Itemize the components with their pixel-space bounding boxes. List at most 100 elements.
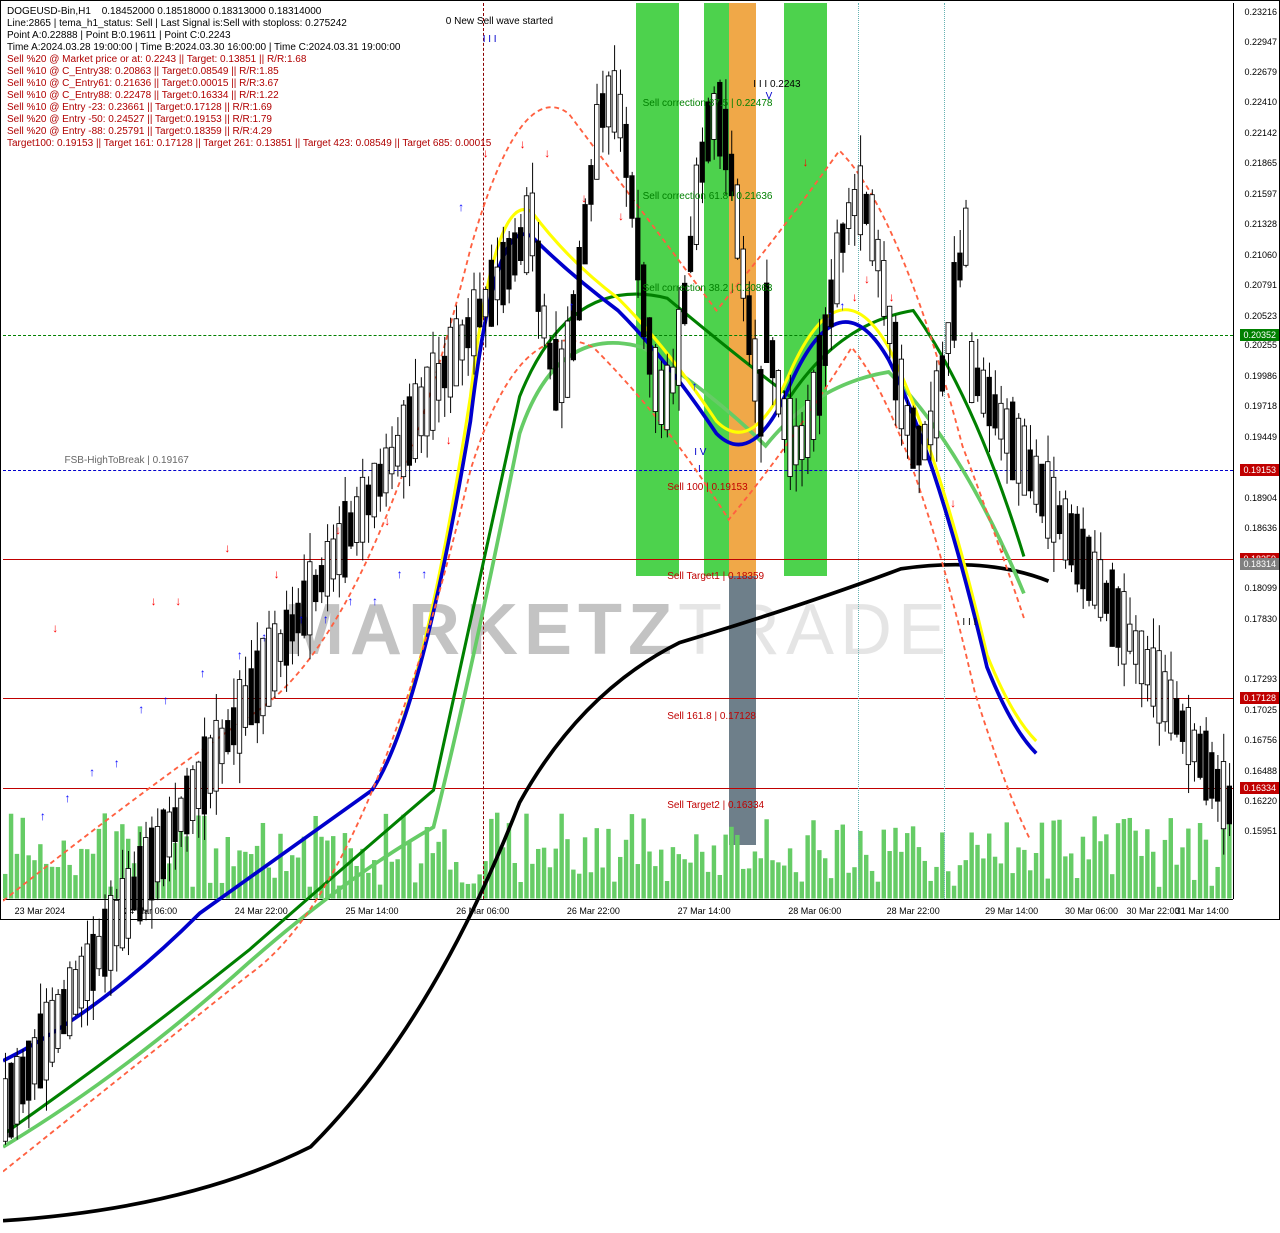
y-tick: 0.20791 xyxy=(1244,280,1277,290)
price-tag: 0.19153 xyxy=(1240,464,1279,476)
sell-arrow-icon: ↓ xyxy=(52,621,58,635)
info-line: Time A:2024.03.28 19:00:00 | Time B:2024… xyxy=(7,42,400,53)
buy-arrow-icon: ↑ xyxy=(372,594,378,608)
sell-arrow-icon: ↓ xyxy=(520,137,526,151)
chart-plot-area[interactable]: MARKETZTRADE ↓↓↓ xyxy=(3,3,1233,899)
chart-annotation: I I I xyxy=(962,617,976,628)
sell-line: Sell %10 @ Entry -23: 0.23661 || Target:… xyxy=(7,102,272,113)
y-tick: 0.23216 xyxy=(1244,7,1277,17)
sell-arrow-icon: ↓ xyxy=(544,146,550,160)
chart-annotation: I xyxy=(698,464,701,475)
info-line: Line:2865 | tema_h1_status: Sell | Last … xyxy=(7,18,347,29)
y-tick: 0.22947 xyxy=(1244,37,1277,47)
price-tag: 0.16334 xyxy=(1240,782,1279,794)
sell-line: Sell %20 @ Entry -50: 0.24527 || Target:… xyxy=(7,114,272,125)
sell-line: Sell %20 @ Entry -88: 0.25791 || Target:… xyxy=(7,126,272,137)
buy-arrow-icon: ↑ xyxy=(839,299,845,313)
buy-arrow-icon: ↑ xyxy=(200,666,206,680)
sell-arrow-icon: ↓ xyxy=(446,433,452,447)
sell-arrow-icon: ↓ xyxy=(852,290,858,304)
price-tag: 0.17128 xyxy=(1240,692,1279,704)
y-tick: 0.19718 xyxy=(1244,401,1277,411)
chart-annotation: I I I 0.2243 xyxy=(753,79,800,90)
y-tick: 0.19449 xyxy=(1244,432,1277,442)
sell-arrow-icon: ↓ xyxy=(618,209,624,223)
y-tick: 0.22410 xyxy=(1244,97,1277,107)
y-tick: 0.17830 xyxy=(1244,614,1277,624)
symbol-name: DOGEUSD-Bin,H1 xyxy=(7,6,91,17)
buy-arrow-icon: ↑ xyxy=(827,308,833,322)
y-tick: 0.20255 xyxy=(1244,340,1277,350)
chart-annotation: Sell correction 87.5 | 0.22478 xyxy=(643,98,773,109)
sell-arrow-icon: ↓ xyxy=(335,523,341,537)
symbol-header: DOGEUSD-Bin,H1 0.18452000 0.18518000 0.1… xyxy=(7,6,321,17)
y-tick: 0.19986 xyxy=(1244,371,1277,381)
y-tick: 0.16220 xyxy=(1244,796,1277,806)
sell-arrow-icon: ↓ xyxy=(950,496,956,510)
chart-container: MARKETZTRADE ↓↓↓ xyxy=(0,0,1280,920)
candlesticks xyxy=(3,3,1233,1233)
buy-arrow-icon: ↑ xyxy=(298,612,304,626)
sell-line: Sell %10 @ C_Entry61: 0.21636 || Target:… xyxy=(7,78,279,89)
sell-arrow-icon: ↓ xyxy=(224,541,230,555)
chart-annotation: Sell correction 61.8 | 0.21636 xyxy=(643,191,773,202)
y-tick: 0.17025 xyxy=(1244,705,1277,715)
sell-arrow-icon: ↓ xyxy=(581,191,587,205)
sell-arrow-icon: ↓ xyxy=(803,155,809,169)
buy-arrow-icon: ↑ xyxy=(347,594,353,608)
y-tick: 0.21865 xyxy=(1244,158,1277,168)
chart-annotation: Sell correction 38.2 | 0.20863 xyxy=(643,283,773,294)
sell-arrow-icon: ↓ xyxy=(384,514,390,528)
y-tick: 0.18904 xyxy=(1244,493,1277,503)
chart-annotation: I I I xyxy=(483,34,497,45)
chart-annotation: Sell 100 | 0.19153 xyxy=(667,482,747,493)
ohlc-values: 0.18452000 0.18518000 0.18313000 0.18314… xyxy=(102,6,322,17)
sell-arrow-icon: ↓ xyxy=(889,290,895,304)
sell-line: Sell %10 @ C_Entry88: 0.22478 || Target:… xyxy=(7,90,279,101)
chart-annotation: Sell 161.8 | 0.17128 xyxy=(667,711,756,722)
sell-line: Sell %20 @ Market price or at: 0.2243 ||… xyxy=(7,54,306,65)
y-tick: 0.21328 xyxy=(1244,219,1277,229)
buy-arrow-icon: ↑ xyxy=(323,612,329,626)
wave-annotation: 0 New Sell wave started xyxy=(446,16,553,27)
sell-arrow-icon: ↓ xyxy=(274,567,280,581)
price-tag: 0.18314 xyxy=(1240,558,1279,570)
chart-annotation: Sell Target1 | 0.18359 xyxy=(667,571,764,582)
y-tick: 0.22679 xyxy=(1244,67,1277,77)
y-tick: 0.16756 xyxy=(1244,735,1277,745)
y-tick: 0.21597 xyxy=(1244,189,1277,199)
y-tick: 0.18099 xyxy=(1244,583,1277,593)
sell-arrow-icon: ↓ xyxy=(175,594,181,608)
info-line: Point A:0.22888 | Point B:0.19611 | Poin… xyxy=(7,30,231,41)
y-tick: 0.17293 xyxy=(1244,674,1277,684)
sell-line: Sell %10 @ C_Entry38: 0.20863 || Target:… xyxy=(7,66,279,77)
buy-arrow-icon: ↑ xyxy=(163,693,169,707)
buy-arrow-icon: ↑ xyxy=(569,299,575,313)
chart-annotation: I V xyxy=(694,447,706,458)
target-line: Target100: 0.19153 || Target 161: 0.1712… xyxy=(7,138,491,149)
price-tag: 0.20352 xyxy=(1240,329,1279,341)
buy-arrow-icon: ↑ xyxy=(397,567,403,581)
buy-arrow-icon: ↑ xyxy=(89,765,95,779)
sell-arrow-icon: ↓ xyxy=(864,272,870,286)
buy-arrow-icon: ↑ xyxy=(261,630,267,644)
buy-arrow-icon: ↑ xyxy=(421,567,427,581)
y-tick: 0.21060 xyxy=(1244,250,1277,260)
buy-arrow-icon: ↑ xyxy=(138,702,144,716)
buy-arrow-icon: ↑ xyxy=(692,379,698,393)
sell-arrow-icon: ↓ xyxy=(999,541,1005,555)
y-axis: 0.23216 0.22947 0.22679 0.22410 0.22142 0.218… xyxy=(1233,3,1279,899)
y-tick: 0.16488 xyxy=(1244,766,1277,776)
buy-arrow-icon: ↑ xyxy=(40,809,46,823)
y-tick: 0.18636 xyxy=(1244,523,1277,533)
y-tick: 0.22142 xyxy=(1244,128,1277,138)
buy-arrow-icon: ↑ xyxy=(237,648,243,662)
y-tick: 0.20523 xyxy=(1244,311,1277,321)
chart-annotation: FSB-HighToBreak | 0.19167 xyxy=(65,455,189,466)
buy-arrow-icon: ↑ xyxy=(458,200,464,214)
y-tick: 0.15951 xyxy=(1244,826,1277,836)
sell-arrow-icon: ↓ xyxy=(151,594,157,608)
buy-arrow-icon: ↑ xyxy=(65,791,71,805)
buy-arrow-icon: ↑ xyxy=(114,756,120,770)
chart-annotation: Sell Target2 | 0.16334 xyxy=(667,800,764,811)
